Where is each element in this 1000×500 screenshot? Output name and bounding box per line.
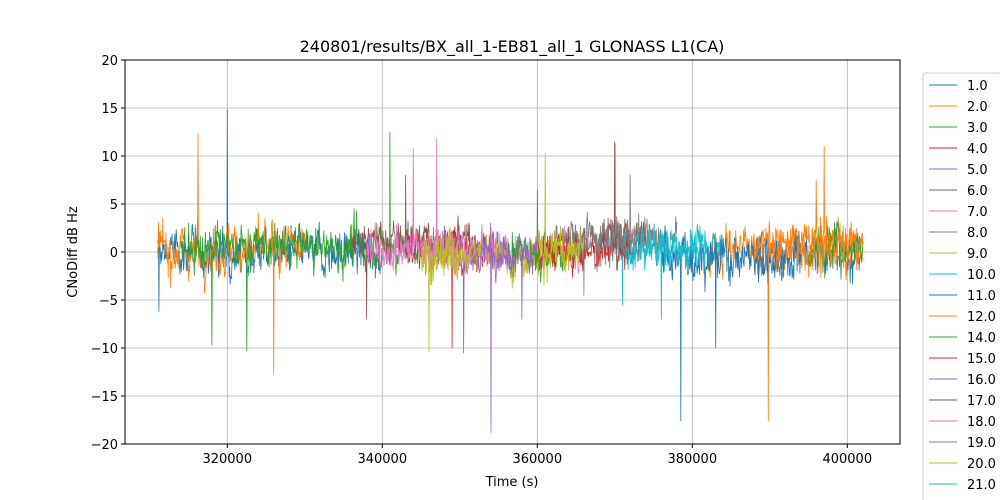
y-tick-label: 0 [110, 246, 118, 261]
series-line-6-0 [350, 174, 476, 320]
legend-label: 7.0 [967, 205, 988, 220]
legend-label: 19.0 [967, 436, 996, 451]
legend-label: 20.0 [967, 457, 996, 472]
y-tick-label: −10 [91, 342, 118, 357]
legend-label: 10.0 [967, 268, 996, 283]
legend: 1.0 2.0 3.0 4.0 5.0 6.0 7.0 8.0 9.0 10.0 11.0 12.0 1… [922, 72, 1000, 500]
x-axis: 320000 340000 360000 380000 400000 [202, 444, 872, 467]
series-line-12-0 [753, 179, 864, 272]
legend-label: 16.0 [967, 373, 996, 388]
series-line-20-0 [420, 152, 585, 282]
legend-label: 11.0 [967, 289, 996, 304]
series-line-21-0 [629, 223, 709, 320]
y-tick-label: 10 [101, 150, 118, 165]
y-tick-label: −20 [91, 438, 118, 453]
x-tick-label: 360000 [512, 452, 562, 467]
legend-label: 1.0 [967, 79, 988, 94]
legend-label: 18.0 [967, 415, 996, 430]
y-tick-label: −15 [91, 390, 118, 405]
series-line-1-0 [157, 109, 864, 312]
legend-label: 2.0 [967, 100, 988, 115]
y-tick-label: −5 [99, 294, 118, 309]
legend-label: 9.0 [967, 247, 988, 262]
legend-label: 4.0 [967, 142, 988, 157]
legend-label: 14.0 [967, 331, 996, 346]
legend-label: 21.0 [967, 478, 996, 493]
legend-label: 15.0 [967, 352, 996, 367]
chart-title: 240801/results/BX_all_1-EB81_all_1 GLONA… [300, 37, 725, 57]
legend-label: 8.0 [967, 226, 988, 241]
y-axis: −20 −15 −10 −5 0 5 10 15 20 [91, 54, 125, 453]
y-tick-label: 5 [110, 198, 118, 213]
x-tick-label: 400000 [822, 452, 872, 467]
series-layer [157, 109, 864, 433]
x-tick-label: 380000 [667, 452, 717, 467]
x-tick-label: 340000 [357, 452, 407, 467]
legend-box [922, 72, 1000, 500]
legend-label: 5.0 [967, 163, 988, 178]
y-tick-label: 20 [101, 54, 118, 69]
legend-label: 6.0 [967, 184, 988, 199]
legend-label: 17.0 [967, 394, 996, 409]
x-axis-title: Time (s) [485, 475, 539, 490]
legend-label: 12.0 [967, 310, 996, 325]
legend-label: 3.0 [967, 121, 988, 136]
series-line-19-0 [567, 174, 662, 273]
y-axis-title: CNoDiff dB Hz [66, 206, 81, 298]
y-tick-label: 15 [101, 102, 118, 117]
series-line-16-0 [474, 233, 538, 320]
x-tick-label: 320000 [202, 452, 252, 467]
